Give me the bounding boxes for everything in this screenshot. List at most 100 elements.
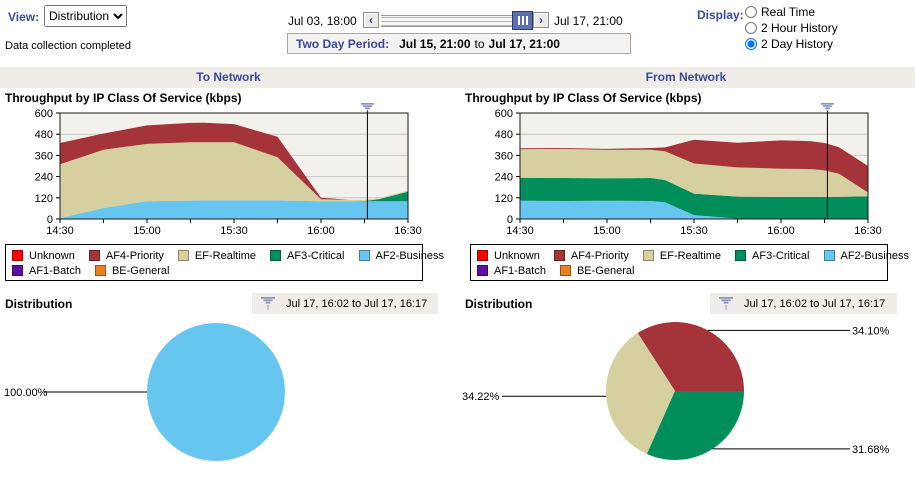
time-slider-track[interactable] [381,15,512,27]
x-tick-label: 16:00 [767,225,795,237]
y-tick-label: 360 [35,150,53,162]
legend-item: BE-General [94,264,170,277]
legend-item: AF4-Priority [553,249,629,262]
legend-row: AF1-Batch BE-General [477,263,887,278]
area-series-AF2-Business [60,200,408,219]
y-tick-label: 120 [495,193,513,205]
legend-item: AF4-Priority [88,250,164,262]
period-label: Two Day Period: [296,36,390,51]
x-tick-label: 15:00 [133,225,161,237]
slider-end-label: Jul 17, 21:00 [554,14,623,28]
y-tick-label: 360 [495,150,513,162]
y-tick-label: 480 [495,129,513,141]
y-tick-label: 240 [495,172,513,184]
funnel-icon [719,296,733,310]
display-radio-group: Real Time 2 Hour History 2 Day History [745,4,838,52]
slider-left-arrow-button[interactable]: ‹ [363,12,379,28]
x-tick-label: 14:30 [46,225,74,237]
period-to: Jul 17, 21:00 [488,36,560,51]
legend-item: BE-General [559,265,634,277]
display-radio-real-time[interactable] [745,6,757,18]
view-select[interactable]: Distribution [44,5,127,27]
x-tick-label: 14:30 [506,225,534,237]
y-tick-label: 0 [47,214,53,226]
legend-swatch [553,250,565,261]
legend-item: EF-Realtime [642,249,722,262]
pie-chart-to-network: 100.00% [4,323,285,461]
legend-swatch [177,250,189,261]
area-series-AF4-Priority [520,139,868,193]
area-chart-to-network: 0 120 240 360 480 600 14:30 15:00 15:30 16:00 16:3… [35,103,422,237]
legend-item: Unknown [12,250,75,262]
legend-swatch [270,250,282,261]
legend-swatch [642,250,654,261]
distribution-title-from-network: Distribution [465,297,533,311]
display-option-label: Real Time [761,5,816,19]
y-tick-label: 600 [495,108,513,120]
pie-slice-label: 34.10% [852,325,890,337]
x-tick-label: 15:00 [593,225,621,237]
area-series-AF4-Priority [60,122,408,200]
legend-swatch [823,250,835,261]
legend-item: AF2-Business [358,250,444,262]
pie-slice-label: 31.68% [852,444,890,456]
y-tick-label: 120 [35,193,53,205]
throughput-title-to-network: Throughput by IP Class Of Service (kbps) [5,91,242,105]
display-option-2-hour-history[interactable]: 2 Hour History [745,20,838,36]
legend-label: EF-Realtime [659,249,722,262]
pie-slice-AF2-Business [147,323,285,461]
period-joiner: to [474,36,485,51]
legend-swatch [559,265,571,276]
pie-slice-label: 34.22% [462,391,500,403]
pie-chart-from-network: 34.10% 34.22% 31.68% [462,322,890,460]
x-tick-label: 15:30 [680,225,708,237]
display-radio-2-hour-history[interactable] [745,22,757,34]
display-radio-2-day-history[interactable] [745,38,757,50]
plot-border [59,112,409,220]
legend-item: AF1-Batch [12,265,81,277]
y-tick-label: 600 [35,108,53,120]
display-option-real-time[interactable]: Real Time [745,4,838,20]
legend-label: AF2-Business [840,249,909,262]
legend-item: AF3-Critical [735,249,810,262]
legend-swatch [477,265,488,276]
area-series-AF2-Business [520,200,868,219]
legend-row: Unknown AF4-Priority EF-Realtime AF3-Critic… [12,248,444,263]
two-day-period-box: Two Day Period: Jul 15, 21:00 to Jul 17,… [287,33,631,54]
display-label: Display: [697,8,744,22]
legend-swatch [94,265,106,276]
x-tick-label: 15:30 [220,225,248,237]
legend-label: Unknown [29,249,75,262]
display-option-label: 2 Hour History [761,21,838,35]
y-tick-label: 240 [35,172,53,184]
legend-swatch [12,265,23,276]
throughput-title-from-network: Throughput by IP Class Of Service (kbps) [465,91,702,105]
legend-label: AF1-Batch [29,264,81,277]
legend-row: Unknown AF4-Priority EF-Realtime AF3-Critic… [477,248,909,263]
legend-item: AF1-Batch [477,265,546,277]
time-cursor-marker-icon[interactable] [360,103,374,112]
time-cursor-marker-icon[interactable] [820,103,834,112]
slider-right-arrow-button[interactable]: › [533,12,549,28]
legend-label: EF-Realtime [194,249,257,262]
display-option-label: 2 Day History [761,37,834,51]
pie-slice-AF3-Critical [646,391,744,460]
time-slider-handle[interactable] [512,11,533,30]
legend-label: AF4-Priority [570,249,629,262]
x-tick-label: 16:00 [307,225,335,237]
legend-label: AF3-Critical [752,249,810,262]
funnel-icon [261,296,275,310]
display-option-2-day-history[interactable]: 2 Day History [745,36,838,52]
status-text: Data collection completed [5,40,131,52]
pie-slice-EF-Realtime [606,333,675,454]
pie-time-range: Jul 17, 16:02 to Jul 17, 16:17 [744,297,886,310]
legend-swatch [477,250,488,261]
x-tick-label: 16:30 [854,225,882,237]
legend-item: AF3-Critical [270,250,345,262]
legend-item: EF-Realtime [177,249,257,262]
plot-border [519,112,869,220]
legend-label: BE-General [111,264,170,277]
legend-item: AF2-Business [823,249,909,262]
area-series-EF-Realtime [60,142,408,219]
slider-start-label: Jul 03, 18:00 [288,14,357,28]
